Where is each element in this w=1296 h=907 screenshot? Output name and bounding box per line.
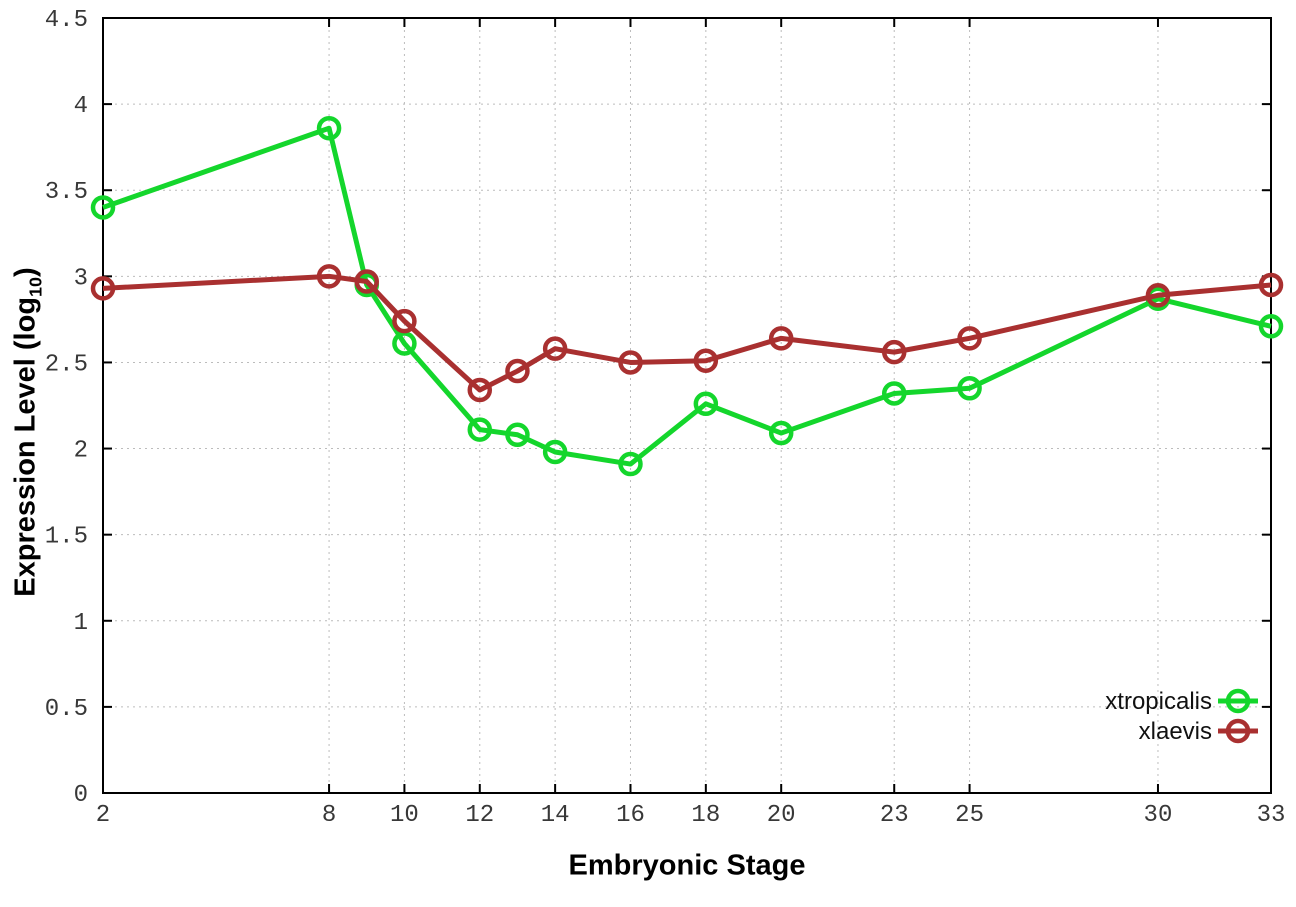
y-tick-label: 2.5 bbox=[45, 351, 88, 378]
series-marker-xtropicalis bbox=[957, 376, 982, 401]
x-tick-label: 25 bbox=[955, 802, 984, 829]
series-line-xtropicalis bbox=[102, 125, 1272, 467]
series-marker-xlaevis bbox=[957, 326, 982, 351]
series-marker-xtropicalis bbox=[505, 422, 530, 448]
x-tick-label: 23 bbox=[880, 802, 909, 829]
y-tick-label: 4 bbox=[74, 93, 88, 120]
x-tick-label: 8 bbox=[322, 802, 336, 829]
x-tick-label: 18 bbox=[691, 802, 720, 829]
series-marker-xlaevis bbox=[768, 326, 794, 351]
x-tick-label: 30 bbox=[1144, 802, 1173, 829]
x-tick-label: 10 bbox=[390, 802, 419, 829]
series-marker-xtropicalis bbox=[768, 420, 794, 446]
series-marker-xtropicalis bbox=[90, 195, 116, 220]
series-marker-xtropicalis bbox=[618, 451, 643, 477]
y-tick-label: 2 bbox=[74, 438, 88, 465]
series-line-xlaevis bbox=[102, 273, 1272, 393]
plot-border bbox=[102, 17, 1272, 794]
y-tick-label: 1 bbox=[74, 610, 88, 637]
legend-sample-marker-xlaevis bbox=[1225, 718, 1251, 744]
y-tick-label: 0.5 bbox=[45, 696, 88, 723]
x-tick-label: 20 bbox=[767, 802, 796, 829]
series-marker-xtropicalis bbox=[392, 331, 417, 356]
x-tick-label: 12 bbox=[465, 802, 494, 829]
legend-label-xtropicalis: xtropicalis bbox=[1105, 688, 1212, 715]
series-marker-xlaevis bbox=[542, 336, 568, 361]
series-marker-xlaevis bbox=[1258, 272, 1284, 298]
series-marker-xlaevis bbox=[90, 276, 116, 301]
legend-sample-marker-xtropicalis bbox=[1225, 688, 1251, 714]
series-marker-xlaevis bbox=[354, 269, 379, 294]
y-tick-label: 0 bbox=[74, 782, 88, 809]
y-tick-label: 3 bbox=[74, 265, 88, 292]
series-marker-xtropicalis bbox=[1258, 314, 1284, 339]
series-marker-xlaevis bbox=[392, 308, 417, 334]
series-marker-xtropicalis bbox=[693, 391, 719, 417]
series-marker-xtropicalis bbox=[467, 417, 493, 442]
x-tick-label: 14 bbox=[541, 802, 570, 829]
legend-label-xlaevis: xlaevis bbox=[1139, 718, 1212, 745]
x-tick-label: 16 bbox=[616, 802, 645, 829]
series-marker-xlaevis bbox=[881, 339, 907, 365]
y-tick-label: 3.5 bbox=[45, 179, 88, 206]
y-tick-label: 4.5 bbox=[45, 7, 88, 34]
series-marker-xtropicalis bbox=[316, 115, 342, 141]
series-marker-xlaevis bbox=[505, 358, 530, 384]
y-axis-title-suffix: ) bbox=[9, 267, 42, 277]
y-axis-title-text: Expression Level (log bbox=[9, 296, 42, 597]
series-marker-xlaevis bbox=[316, 264, 342, 289]
series-marker-xlaevis bbox=[618, 350, 643, 375]
series-marker-xlaevis bbox=[467, 377, 493, 403]
x-axis-title: Embryonic Stage bbox=[568, 849, 806, 882]
y-axis-title: Expression Level (log10) bbox=[10, 267, 47, 596]
x-tick-label: 2 bbox=[96, 802, 110, 829]
series-marker-xlaevis bbox=[1145, 283, 1171, 308]
x-tick-label: 33 bbox=[1257, 802, 1286, 829]
series-marker-xtropicalis bbox=[542, 439, 568, 465]
series-marker-xtropicalis bbox=[881, 381, 907, 406]
y-axis-title-subscript: 10 bbox=[25, 276, 46, 297]
y-tick-label: 1.5 bbox=[45, 524, 88, 551]
series-marker-xlaevis bbox=[693, 348, 719, 373]
